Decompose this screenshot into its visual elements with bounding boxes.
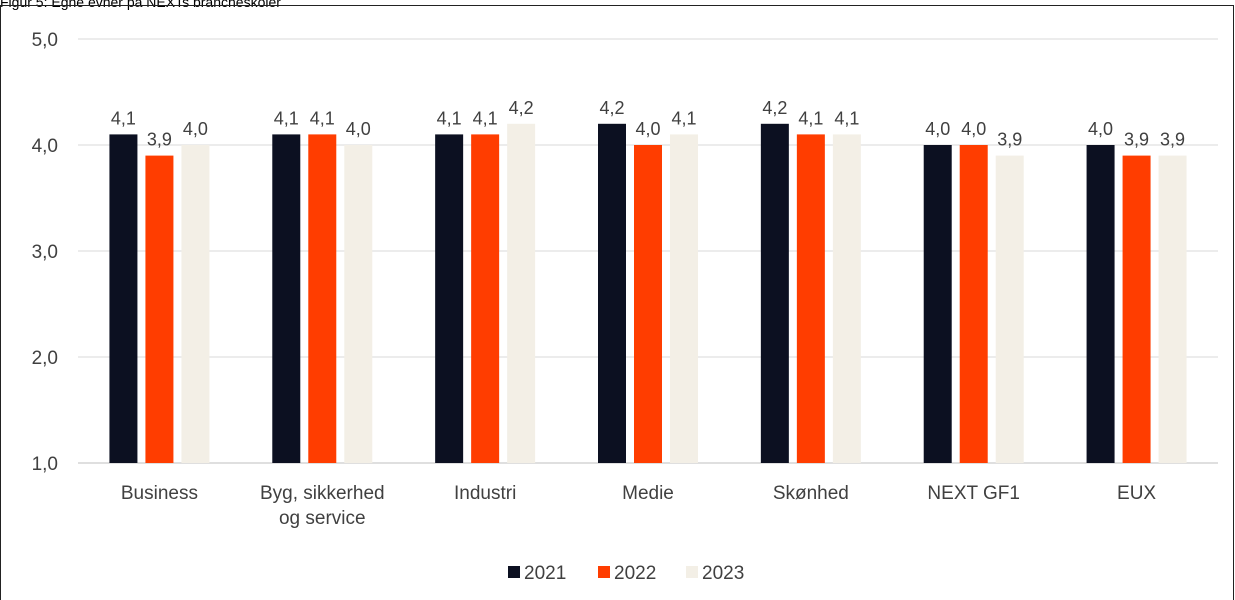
y-tick-label: 5,0: [32, 30, 58, 51]
x-tick-label: Industri: [454, 483, 516, 504]
bar-2021: [109, 134, 138, 463]
legend-label: 2022: [614, 563, 656, 584]
data-label: 4,2: [762, 98, 787, 118]
y-tick-label: 2,0: [32, 348, 58, 369]
bar-2022: [308, 134, 337, 463]
bar-2023: [1158, 155, 1187, 463]
data-label: 3,9: [147, 130, 172, 150]
data-label: 3,9: [997, 130, 1022, 150]
data-label: 4,1: [437, 108, 462, 128]
bar-2022: [959, 145, 988, 463]
data-label: 4,1: [310, 108, 335, 128]
bar-2023: [995, 155, 1024, 463]
bar-2023: [181, 145, 210, 463]
legend-swatch-2021: [508, 566, 520, 578]
bar-2023: [832, 134, 861, 463]
bar-2022: [796, 134, 825, 463]
y-tick-label: 3,0: [32, 242, 58, 263]
data-label: 4,0: [925, 119, 950, 139]
bar-2021: [923, 145, 952, 463]
data-label: 3,9: [1124, 130, 1149, 150]
data-label: 4,0: [961, 119, 986, 139]
bar-2022: [471, 134, 500, 463]
data-label: 4,1: [274, 108, 299, 128]
x-axis-labels: Business Byg, sikkerhed og service Industri…: [121, 483, 1157, 529]
bar-2022: [1122, 155, 1151, 463]
data-label: 4,1: [111, 108, 136, 128]
data-labels: 4,1 3,9 4,0 4,1 4,1 4,0 4,1 4,1 4,2 4,2 4,0 4,1 4,2 4…: [111, 98, 1185, 150]
legend-swatch-2022: [598, 566, 610, 578]
x-tick-label: EUX: [1117, 483, 1156, 504]
bar-2021: [435, 134, 464, 463]
chart-frame: [0, 5, 1234, 600]
data-label: 4,1: [834, 108, 859, 128]
bar-2021: [1086, 145, 1115, 463]
data-label: 4,0: [635, 119, 660, 139]
data-label: 4,0: [1088, 119, 1113, 139]
data-label: 4,2: [599, 98, 624, 118]
bars: [109, 123, 1187, 464]
y-axis-labels: 1,0 2,0 3,0 4,0 5,0: [32, 30, 58, 475]
data-label: 4,1: [473, 108, 498, 128]
data-label: 4,0: [183, 119, 208, 139]
bar-2023: [670, 134, 698, 463]
x-tick-label: Business: [121, 483, 198, 504]
x-tick-label: NEXT GF1: [927, 483, 1020, 504]
bar-2023: [344, 145, 373, 463]
data-label: 3,9: [1160, 130, 1185, 150]
data-label: 4,1: [798, 108, 823, 128]
x-tick-label: Skønhed: [773, 483, 849, 504]
x-tick-label: Byg, sikkerhed: [260, 483, 385, 504]
y-tick-label: 1,0: [32, 454, 58, 475]
y-tick-label: 4,0: [32, 136, 58, 157]
data-label: 4,2: [509, 98, 534, 118]
bar-2021: [760, 123, 789, 464]
bar-2022: [145, 155, 174, 463]
x-tick-label: Medie: [622, 483, 674, 504]
legend: 2021 2022 2023: [508, 563, 744, 584]
legend-label: 2023: [702, 563, 744, 584]
bar-2022: [634, 145, 662, 463]
bar-2021: [272, 134, 301, 463]
x-tick-label: og service: [279, 508, 366, 529]
legend-swatch-2023: [686, 566, 698, 578]
legend-label: 2021: [524, 563, 566, 584]
data-label: 4,0: [346, 119, 371, 139]
bar-2023: [507, 123, 536, 464]
bar-2021: [598, 123, 626, 464]
data-label: 4,1: [671, 108, 696, 128]
